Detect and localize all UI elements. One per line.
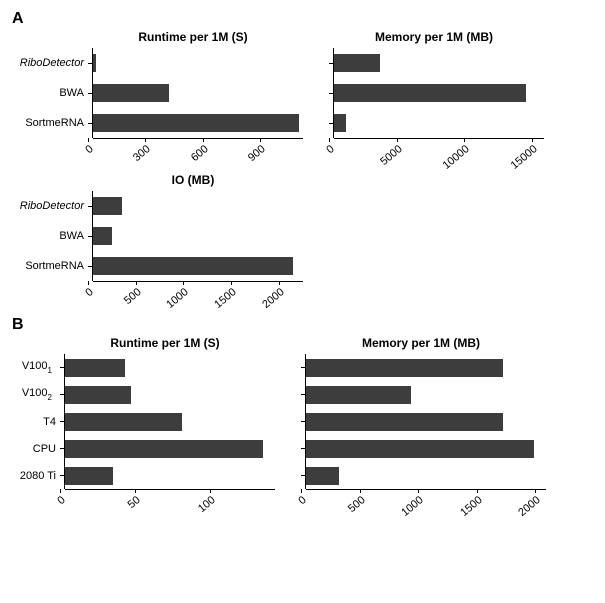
x-tick-label: 1500 bbox=[458, 494, 484, 519]
x-tick-label: 0 bbox=[324, 143, 336, 156]
y-tick-label: BWA bbox=[59, 230, 88, 242]
bar bbox=[306, 359, 503, 377]
y-tick-label: SortmeRNA bbox=[25, 260, 88, 272]
chart-a-memory: Memory per 1M (MB) 050001000015000 bbox=[321, 30, 544, 167]
panel-b-label: B bbox=[10, 316, 595, 334]
x-tick-label: 1500 bbox=[212, 286, 238, 311]
bars-area bbox=[93, 48, 303, 139]
x-tick-label: 0 bbox=[296, 494, 308, 507]
x-axis: 0300600900 bbox=[88, 139, 298, 167]
y-tick-label: V1002 bbox=[22, 387, 60, 401]
x-tick-label: 2000 bbox=[516, 494, 542, 519]
x-tick-label: 5000 bbox=[378, 143, 404, 168]
chart-title: Runtime per 1M (S) bbox=[10, 336, 270, 350]
chart-title: Runtime per 1M (S) bbox=[10, 30, 298, 44]
panel-a-row2: IO (MB) RiboDetector BWA SortmeRNA 0 500 1000 1… bbox=[10, 173, 595, 310]
chart-a-runtime: Runtime per 1M (S) RiboDetector BWA SortmeR… bbox=[10, 30, 303, 167]
x-tick-label: 0 bbox=[55, 494, 67, 507]
bar bbox=[93, 54, 96, 72]
figure: A Runtime per 1M (S) RiboDetector BWA Sortm… bbox=[10, 10, 595, 518]
bar bbox=[65, 359, 125, 377]
panel-a-label: A bbox=[10, 10, 595, 28]
x-tick-label: 900 bbox=[246, 143, 268, 164]
bar bbox=[306, 386, 411, 404]
chart-title: IO (MB) bbox=[10, 173, 298, 187]
chart-b-runtime: Runtime per 1M (S) V1001 V1002 T4 CPU 2080 Ti… bbox=[10, 336, 275, 518]
chart-title: Memory per 1M (MB) bbox=[321, 30, 539, 44]
bar bbox=[65, 413, 182, 431]
y-tick-label: RiboDetector bbox=[20, 57, 88, 69]
bar bbox=[93, 114, 299, 132]
bar bbox=[93, 227, 112, 245]
bar bbox=[306, 440, 534, 458]
y-axis: RiboDetector BWA SortmeRNA bbox=[10, 48, 93, 138]
y-tick-label: V1001 bbox=[22, 360, 60, 374]
x-tick-label: 50 bbox=[126, 494, 143, 511]
x-tick-label: 500 bbox=[122, 286, 144, 307]
y-axis bbox=[293, 354, 306, 489]
y-tick-label: CPU bbox=[33, 443, 60, 455]
x-tick-label: 0 bbox=[83, 286, 95, 299]
panel-b-row: Runtime per 1M (S) V1001 V1002 T4 CPU 2080 Ti… bbox=[10, 336, 595, 518]
x-axis: 0500100015002000 bbox=[88, 282, 298, 310]
bar bbox=[65, 386, 131, 404]
x-tick-label: 500 bbox=[345, 494, 367, 515]
bars-area bbox=[65, 354, 275, 490]
x-axis: 0500100015002000 bbox=[301, 490, 541, 518]
y-tick-label: BWA bbox=[59, 87, 88, 99]
x-tick-label: 10000 bbox=[441, 143, 472, 172]
bar bbox=[334, 114, 346, 132]
y-axis: RiboDetector BWA SortmeRNA bbox=[10, 191, 93, 281]
x-tick-label: 15000 bbox=[509, 143, 540, 172]
bars-area bbox=[306, 354, 546, 490]
bars-area bbox=[334, 48, 544, 139]
bars-area bbox=[93, 191, 303, 282]
chart-a-io: IO (MB) RiboDetector BWA SortmeRNA 0 500 1000 1… bbox=[10, 173, 303, 310]
chart-b-memory: Memory per 1M (MB) 0 500 1000 1500 2000 bbox=[293, 336, 546, 518]
y-tick-label: T4 bbox=[43, 416, 60, 428]
y-axis: V1001 V1002 T4 CPU 2080 Ti bbox=[10, 354, 65, 489]
bar bbox=[65, 440, 263, 458]
x-tick-label: 300 bbox=[131, 143, 153, 164]
bar bbox=[65, 467, 113, 485]
bar bbox=[334, 84, 526, 102]
x-tick-label: 100 bbox=[196, 494, 218, 515]
x-axis: 050001000015000 bbox=[329, 139, 539, 167]
x-tick-label: 600 bbox=[188, 143, 210, 164]
x-tick-label: 2000 bbox=[260, 286, 286, 311]
x-tick-label: 1000 bbox=[165, 286, 191, 311]
panel-a-row1: Runtime per 1M (S) RiboDetector BWA SortmeR… bbox=[10, 30, 595, 167]
y-tick-label: SortmeRNA bbox=[25, 117, 88, 129]
y-tick-label: RiboDetector bbox=[20, 200, 88, 212]
y-axis bbox=[321, 48, 334, 138]
bar bbox=[334, 54, 380, 72]
chart-title: Memory per 1M (MB) bbox=[293, 336, 541, 350]
bar bbox=[306, 413, 503, 431]
bar bbox=[306, 467, 339, 485]
bar bbox=[93, 197, 122, 215]
x-tick-label: 1000 bbox=[399, 494, 425, 519]
bar bbox=[93, 257, 293, 275]
x-tick-label: 0 bbox=[83, 143, 95, 156]
bar bbox=[93, 84, 169, 102]
x-axis: 050100 bbox=[60, 490, 270, 518]
y-tick-label: 2080 Ti bbox=[20, 470, 60, 482]
